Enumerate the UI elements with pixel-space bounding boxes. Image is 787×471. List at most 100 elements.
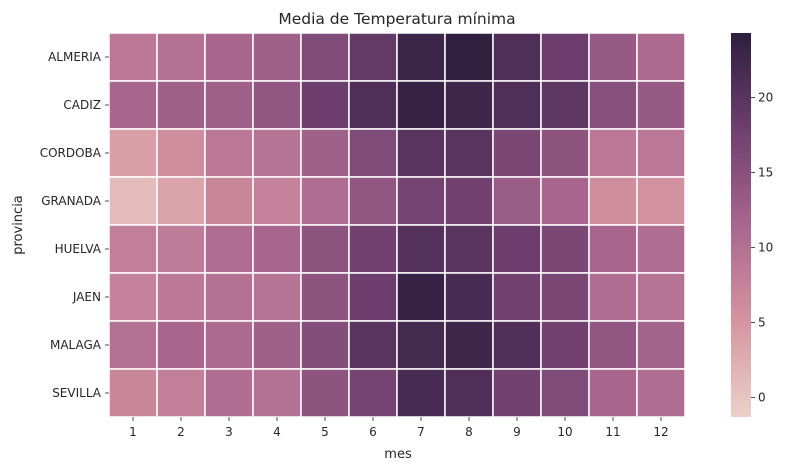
heatmap-cell xyxy=(204,176,254,226)
x-tick-label: 5 xyxy=(321,425,329,439)
heatmap-cell xyxy=(108,80,158,130)
x-tick-label: 1 xyxy=(129,425,137,439)
heatmap-cell xyxy=(204,32,254,82)
heatmap-cell xyxy=(108,224,158,274)
heatmap-cell xyxy=(348,80,398,130)
y-tick-label: JAEN xyxy=(72,290,101,304)
x-axis-label: mes xyxy=(384,447,412,462)
y-tick-label: HUELVA xyxy=(55,242,102,256)
x-tick-label: 3 xyxy=(225,425,233,439)
heatmap-cell xyxy=(252,368,302,418)
heatmap-cell xyxy=(348,368,398,418)
heatmap-cell xyxy=(636,176,686,226)
heatmap-cell xyxy=(540,32,590,82)
heatmap-cell xyxy=(444,32,494,82)
heatmap-cell xyxy=(252,272,302,322)
y-tick-label: ALMERIA xyxy=(48,50,102,64)
heatmap-cell xyxy=(252,224,302,274)
heatmap-cell xyxy=(108,176,158,226)
heatmap-cell xyxy=(444,128,494,178)
heatmap-cell xyxy=(396,80,446,130)
heatmap-cell xyxy=(588,80,638,130)
colorbar-tick-label: 10 xyxy=(758,241,773,255)
heatmap-cell xyxy=(156,80,206,130)
colorbar-tick-label: 15 xyxy=(758,166,773,180)
heatmap-cell xyxy=(636,272,686,322)
heatmap-cell xyxy=(540,320,590,370)
heatmap-cell xyxy=(156,272,206,322)
x-tick-label: 2 xyxy=(177,425,185,439)
heatmap-cell xyxy=(492,272,542,322)
heatmap-cell xyxy=(348,32,398,82)
heatmap-cell xyxy=(396,272,446,322)
heatmap-cell xyxy=(300,80,350,130)
heatmap-cell xyxy=(444,176,494,226)
heatmap-cell xyxy=(444,80,494,130)
heatmap-cell xyxy=(252,80,302,130)
heatmap-cell xyxy=(204,80,254,130)
heatmap-cell xyxy=(540,128,590,178)
heatmap-cell xyxy=(204,368,254,418)
heatmap-cell xyxy=(300,32,350,82)
heatmap-cell xyxy=(204,320,254,370)
heatmap-cell xyxy=(540,272,590,322)
heatmap-cell xyxy=(396,320,446,370)
heatmap-cell xyxy=(252,320,302,370)
x-tick-label: 7 xyxy=(417,425,425,439)
heatmap-cell xyxy=(636,224,686,274)
heatmap-cell xyxy=(156,176,206,226)
heatmap-cell xyxy=(204,272,254,322)
heatmap-cell xyxy=(492,368,542,418)
heatmap-cell xyxy=(588,224,638,274)
heatmap-cell xyxy=(588,368,638,418)
heatmap-cell xyxy=(396,176,446,226)
heatmap-cell xyxy=(540,80,590,130)
heatmap-cell xyxy=(156,368,206,418)
heatmap-cell xyxy=(588,176,638,226)
x-tick-label: 4 xyxy=(273,425,281,439)
x-tick-label: 8 xyxy=(465,425,473,439)
heatmap-cell xyxy=(156,32,206,82)
heatmap-cell xyxy=(540,368,590,418)
x-axis-ticks: 1 2 3 4 5 6 7 8 9 10 11 12 xyxy=(129,417,669,439)
x-tick-label: 10 xyxy=(557,425,572,439)
x-tick-label: 9 xyxy=(513,425,521,439)
heatmap-cell xyxy=(396,224,446,274)
heatmap-cell xyxy=(444,224,494,274)
colorbar xyxy=(731,33,751,417)
colorbar-tick-label: 0 xyxy=(758,391,766,405)
y-axis-label: provincia xyxy=(11,195,26,255)
x-tick-label: 6 xyxy=(369,425,377,439)
heatmap-cell xyxy=(348,128,398,178)
heatmap-cell xyxy=(396,128,446,178)
heatmap-cell xyxy=(252,32,302,82)
heatmap-cell xyxy=(108,272,158,322)
heatmap-cell xyxy=(540,224,590,274)
heatmap-cell xyxy=(300,320,350,370)
heatmap-cell xyxy=(108,128,158,178)
colorbar-ticks: 0 5 10 15 20 xyxy=(751,91,773,405)
heatmap-cell xyxy=(492,32,542,82)
heatmap-cell xyxy=(444,272,494,322)
heatmap-cell xyxy=(444,320,494,370)
heatmap-cell xyxy=(300,368,350,418)
heatmap-cell xyxy=(492,224,542,274)
heatmap-cell xyxy=(636,80,686,130)
heatmap-cell xyxy=(300,128,350,178)
heatmap-cell xyxy=(300,224,350,274)
y-tick-label: MALAGA xyxy=(50,338,102,352)
heatmap-cell xyxy=(492,320,542,370)
heatmap-cell xyxy=(588,32,638,82)
heatmap-cell xyxy=(348,176,398,226)
y-tick-label: CADIZ xyxy=(63,98,101,112)
heatmap-cell xyxy=(348,224,398,274)
y-axis-ticks: ALMERIA CADIZ CORDOBA GRANADA HUELVA JAEN MALA… xyxy=(40,50,109,400)
heatmap-cell xyxy=(300,272,350,322)
y-tick-label: CORDOBA xyxy=(40,146,102,160)
colorbar-tick-label: 5 xyxy=(758,316,766,330)
heatmap-cell xyxy=(588,272,638,322)
heatmap-cell xyxy=(396,368,446,418)
chart-title: Media de Temperatura mínima xyxy=(278,10,515,28)
heatmap-cell xyxy=(156,224,206,274)
